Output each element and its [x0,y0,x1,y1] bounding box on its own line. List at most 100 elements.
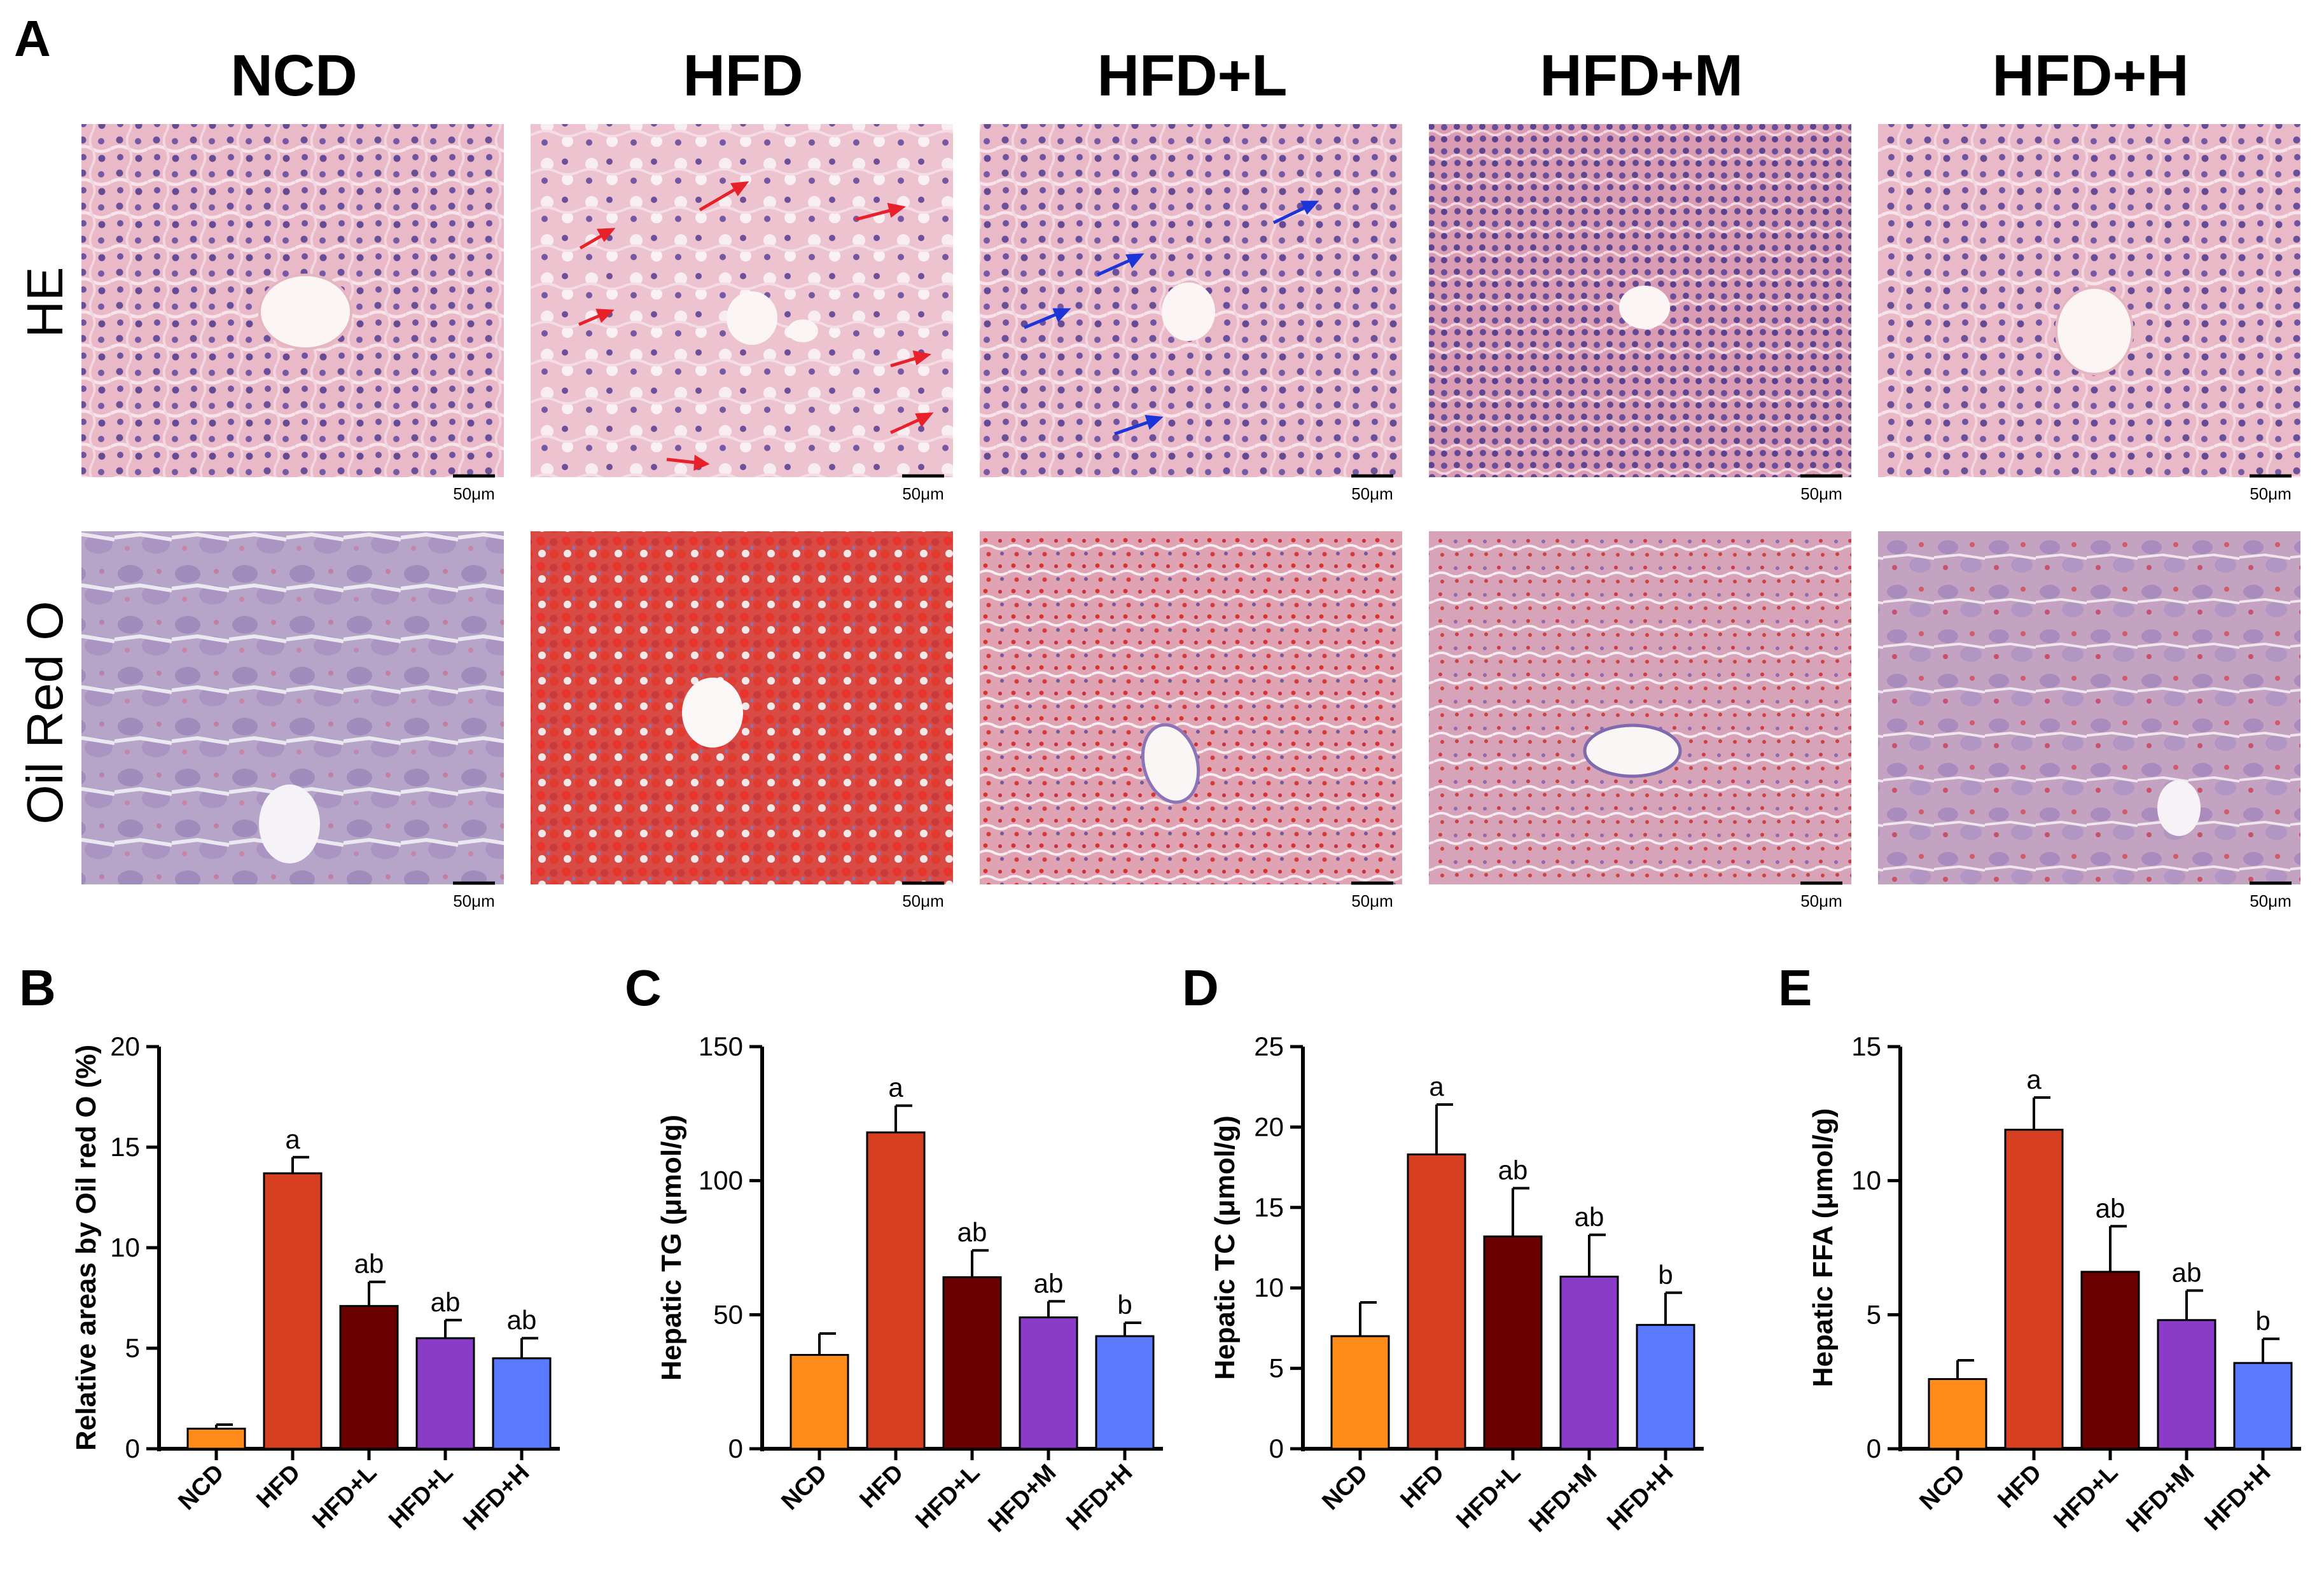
significance-label: ab [2172,1257,2202,1287]
x-tick-label: NCD [173,1460,229,1516]
scale-bar-he-hfd-l: 50μm [1351,474,1393,503]
bar [2157,1319,2216,1450]
y-tick-label: 10 [1254,1273,1284,1302]
panel-label: C [625,959,662,1016]
x-tick-label: HFD+H [2199,1460,2276,1536]
scale-bar-oro-hfd: 50μm [902,881,944,910]
bar [942,1276,1002,1450]
row-label-oil-red-o: Oil Red O [17,601,73,824]
bar [790,1354,849,1450]
y-tick-label: 150 [699,1031,743,1061]
significance-label: b [2255,1306,2270,1335]
bar [1095,1335,1155,1450]
column-headers: NCD HFD HFD+L HFD+M HFD+H [230,43,2188,108]
bar [415,1337,475,1450]
x-tick-label: HFD+H [1061,1460,1138,1536]
he-image-hfd-h [1878,124,2300,477]
oro-image-ncd [81,531,504,884]
x-tick-label: HFD+L [910,1460,985,1534]
y-axis-label: Hepatic TG (μmol/g) [656,1115,687,1381]
significance-label: b [1117,1290,1132,1320]
column-header-hfd-l: HFD+L [1097,43,1288,108]
bar [2004,1129,2064,1450]
bar [1928,1377,1987,1450]
significance-label: ab [1034,1268,1064,1298]
bar [2080,1271,2140,1450]
y-tick-label: 0 [1867,1433,1881,1463]
y-axis-label: Hepatic FFA (μmol/g) [1807,1108,1839,1387]
x-tick-label: HFD+M [2121,1460,2199,1538]
bar [2233,1362,2293,1450]
significance-label: ab [1498,1155,1528,1185]
x-tick-label: HFD+M [1524,1460,1602,1538]
bar [1019,1316,1078,1450]
svg-text:50μm: 50μm [1800,484,1842,503]
y-tick-label: 5 [1867,1299,1881,1329]
x-tick-label: HFD [1395,1460,1449,1514]
svg-text:50μm: 50μm [2250,891,2292,910]
y-tick-label: 20 [1254,1112,1284,1141]
scale-bar-he-ncd: 50μm [453,474,495,503]
svg-text:50μm: 50μm [902,484,944,503]
bar [1330,1335,1390,1450]
x-tick-label: HFD [251,1460,305,1514]
svg-text:50μm: 50μm [1351,484,1393,503]
svg-text:50μm: 50μm [453,484,495,503]
scale-bar-oro-hfd-m: 50μm [1800,881,1842,910]
red-arrows [578,181,934,471]
scale-bar-he-hfd-h: 50μm [2250,474,2292,503]
scale-bars: 50μm 50μm 50μm 50μm 50μm 50μm 50μm 50μm … [453,474,2292,910]
y-tick-label: 5 [1269,1353,1284,1383]
scale-bar-oro-ncd: 50μm [453,881,495,910]
x-tick-label: HFD [854,1460,908,1514]
oro-image-hfd-h [1878,531,2300,884]
bar [866,1131,926,1450]
bar [263,1172,323,1450]
row-label-he: HE [17,267,73,337]
chart-panel-d: D 0 5 10 15 20 25 Hepatic TC (μmol/g) NCD a HFD ab H… [1182,959,1704,1538]
x-tick-label: NCD [1914,1460,1970,1516]
svg-text:50μm: 50μm [1351,891,1393,910]
significance-label: a [2026,1064,2042,1094]
panel-label: B [19,959,56,1016]
x-tick-label: HFD+M [983,1460,1061,1538]
column-header-ncd: NCD [230,43,357,108]
y-axis-label: Relative areas by Oil red O (%) [71,1045,102,1451]
y-axis-label: Hepatic TC (μmol/g) [1209,1115,1241,1380]
chart-panel-c: C 0 50 100 150 Hepatic TG (μmol/g) NCD a HFD ab HF… [625,959,1163,1538]
x-tick-label: HFD+H [458,1460,534,1536]
svg-text:50μm: 50μm [2250,484,2292,503]
he-image-hfd-l [980,124,1402,477]
oro-image-hfd-l [980,531,1402,884]
panel-label: D [1182,959,1219,1016]
column-header-hfd-m: HFD+M [1540,43,1743,108]
y-tick-label: 0 [728,1433,743,1463]
panel-a-label: A [14,10,51,67]
y-tick-label: 5 [125,1333,140,1363]
significance-label: b [1658,1260,1673,1290]
bar [186,1427,246,1450]
x-tick-label: HFD+H [1602,1460,1678,1536]
x-tick-label: HFD+L [2049,1460,2123,1534]
bar [339,1305,399,1450]
significance-label: a [285,1124,300,1154]
x-tick-label: NCD [1317,1460,1373,1516]
oro-image-hfd-m [1429,531,1851,884]
he-image-hfd [531,124,953,477]
x-tick-label: HFD [1993,1460,2047,1514]
y-tick-label: 50 [713,1299,743,1329]
y-tick-label: 10 [1851,1166,1881,1196]
bar [1483,1235,1543,1450]
significance-label: ab [957,1217,987,1247]
scale-bar-he-hfd-m: 50μm [1800,474,1842,503]
y-tick-label: 100 [699,1166,743,1196]
x-tick-label: NCD [776,1460,832,1516]
scale-bar-oro-hfd-h: 50μm [2250,881,2292,910]
y-tick-label: 15 [1851,1031,1881,1061]
x-tick-label: HFD+L [384,1460,458,1534]
column-header-hfd: HFD [683,43,803,108]
x-tick-label: HFD+L [1451,1460,1526,1534]
svg-text:50μm: 50μm [453,891,495,910]
scale-bar-he-hfd: 50μm [902,474,944,503]
